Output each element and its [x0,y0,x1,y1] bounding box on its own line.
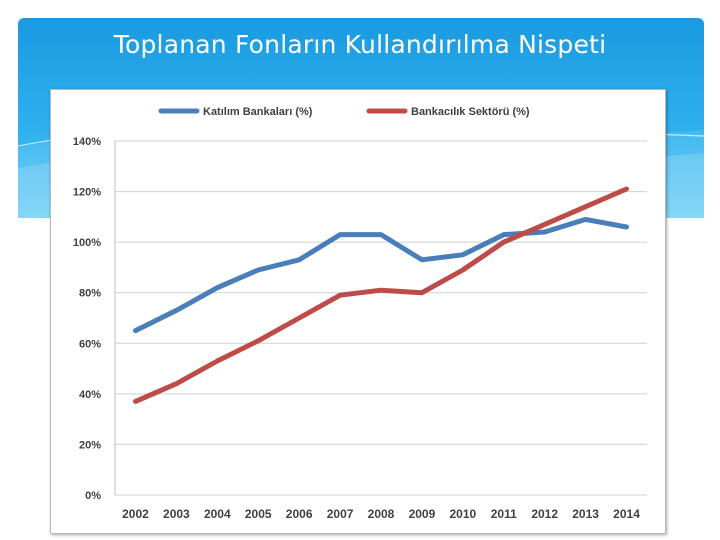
legend-label-1: Katılım Bankaları (%) [203,106,313,118]
x-tick-label: 2012 [531,507,558,521]
legend-label-2: Bankacılık Sektörü (%) [411,106,530,118]
x-tick-label: 2008 [368,507,395,521]
chart-frame: 0% 20% 40% 60% 80% 100% 120% 140% 2002 2003 2004 20… [50,89,666,534]
x-tick-label: 2013 [572,507,599,521]
line-chart: 0% 20% 40% 60% 80% 100% 120% 140% 2002 2003 2004 20… [73,106,647,521]
y-tick-label: 40% [79,389,101,401]
series-line-1 [133,216,629,334]
x-tick-label: 2004 [204,507,231,521]
x-tick-label: 2014 [613,507,640,521]
x-tick-label: 2003 [163,507,190,521]
x-tick-label: 2010 [449,507,476,521]
x-tick-label: 2006 [286,507,313,521]
series-line-2 [133,186,629,404]
y-tick-label: 120% [73,187,101,199]
y-tick-label: 80% [79,288,101,300]
slide-title: Toplanan Fonların Kullandırılma Nispeti [113,30,607,59]
y-tick-label: 140% [73,136,101,148]
x-tick-label: 2007 [327,507,354,521]
y-tick-label: 60% [79,338,101,350]
y-tick-label: 20% [79,439,101,451]
x-tick-label: 2011 [491,507,517,521]
y-tick-label: 0% [85,490,101,502]
x-tick-label: 2009 [409,507,436,521]
y-tick-label: 100% [73,237,101,249]
x-tick-label: 2002 [122,507,149,521]
x-tick-label: 2005 [245,507,272,521]
